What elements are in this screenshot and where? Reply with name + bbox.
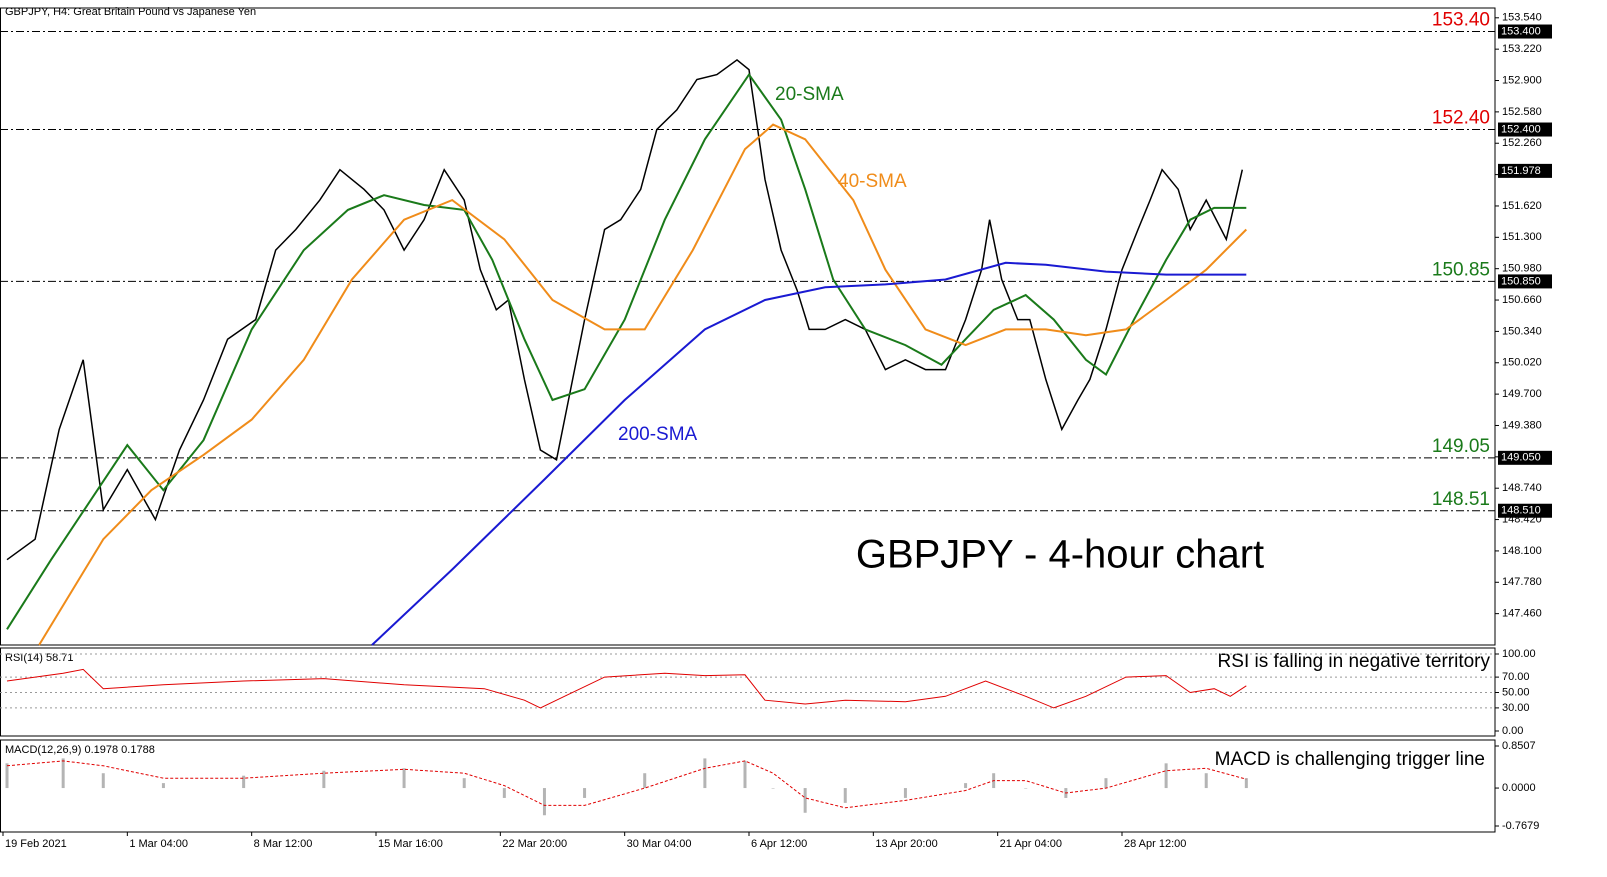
y-tick-label: 152.260 — [1502, 137, 1542, 149]
macd-bar — [5, 763, 9, 789]
level-axis-box — [1498, 274, 1552, 289]
series-line — [38, 123, 1248, 646]
y-tick-label: 147.460 — [1502, 608, 1542, 620]
rsi-label: RSI(14) 58.71 — [5, 652, 73, 664]
macd-bar — [1164, 763, 1168, 789]
y-tick-label: 153.540 — [1502, 12, 1542, 24]
y-tick-label: 0.00 — [1502, 725, 1523, 737]
x-tick-label: 6 Apr 12:00 — [751, 838, 807, 850]
y-tick-label: 0.8507 — [1502, 740, 1536, 752]
x-tick-label: 30 Mar 04:00 — [627, 838, 692, 850]
macd-bar — [583, 788, 587, 798]
level-axis-box — [1498, 122, 1552, 137]
chart-subtitle: GBPJPY, H4: Great Britain Pound vs Japan… — [5, 6, 256, 18]
level-axis-label: 148.510 — [1501, 505, 1541, 517]
level-label: 153.40 — [1432, 10, 1490, 31]
level-axis-box — [1498, 450, 1552, 465]
x-tick-label: 19 Feb 2021 — [5, 838, 67, 850]
y-tick-label: 150.980 — [1502, 263, 1542, 275]
x-tick-label: 21 Apr 04:00 — [1000, 838, 1062, 850]
macd-bar — [843, 788, 847, 803]
pane-frame — [0, 7, 1496, 646]
y-tick-label: -0.7679 — [1502, 820, 1539, 832]
last-price-label: 151.978 — [1501, 165, 1541, 177]
y-tick-label: 152.900 — [1502, 74, 1542, 86]
y-tick-label: 150.340 — [1502, 325, 1542, 337]
macd-annotation: MACD is challenging trigger line — [1215, 749, 1485, 770]
macd-bar — [462, 778, 466, 789]
macd-label: MACD(12,26,9) 0.1978 0.1788 — [5, 744, 155, 756]
macd-bar — [1024, 788, 1028, 789]
series-label: 40-SMA — [838, 171, 907, 192]
level-label: 152.40 — [1432, 108, 1490, 129]
pane-frame — [0, 739, 1496, 833]
level-axis-label: 150.850 — [1501, 275, 1541, 287]
x-tick-label: 22 Mar 20:00 — [502, 838, 567, 850]
chart-title: GBPJPY - 4-hour chart — [856, 533, 1264, 577]
macd-bar — [242, 775, 246, 789]
y-tick-label: 151.300 — [1502, 231, 1542, 243]
last-price-box — [1498, 163, 1552, 178]
macd-bar — [743, 760, 747, 789]
y-tick-label: 149.700 — [1502, 388, 1542, 400]
y-tick-label: 152.580 — [1502, 106, 1542, 118]
y-tick-label: 100.00 — [1502, 648, 1536, 660]
macd-bar — [1204, 773, 1208, 789]
macd-bar — [903, 788, 907, 798]
y-tick-label: 150.660 — [1502, 294, 1542, 306]
y-tick-label: 148.100 — [1502, 545, 1542, 557]
macd-bar — [703, 758, 707, 789]
pane-frame — [0, 647, 1496, 737]
macd-bar — [322, 770, 326, 789]
y-tick-label: 147.780 — [1502, 576, 1542, 588]
macd-bar — [1104, 778, 1108, 789]
level-label: 148.51 — [1432, 489, 1490, 510]
y-tick-label: 70.00 — [1502, 671, 1530, 683]
level-label: 150.85 — [1432, 259, 1490, 280]
series-label: 200-SMA — [618, 424, 698, 445]
y-tick-label: 148.740 — [1502, 482, 1542, 494]
level-axis-label: 153.400 — [1501, 25, 1541, 37]
series-line — [6, 72, 1247, 630]
x-tick-label: 13 Apr 20:00 — [875, 838, 937, 850]
macd-bar — [771, 788, 775, 789]
macd-bar — [964, 783, 968, 789]
y-tick-label: 50.00 — [1502, 686, 1530, 698]
macd-bar — [643, 773, 647, 789]
x-tick-label: 8 Mar 12:00 — [254, 838, 313, 850]
y-tick-label: 30.00 — [1502, 702, 1530, 714]
macd-bar — [161, 783, 165, 789]
series-label: 20-SMA — [775, 84, 844, 105]
macd-bar — [61, 758, 65, 789]
y-tick-label: 153.220 — [1502, 43, 1542, 55]
price-line — [6, 58, 1244, 561]
macd-bar — [803, 788, 807, 813]
x-tick-label: 1 Mar 04:00 — [129, 838, 188, 850]
signal-line — [6, 760, 1247, 809]
level-axis-label: 152.400 — [1501, 123, 1541, 135]
series-line — [6, 668, 1247, 709]
macd-bar — [101, 773, 105, 789]
macd-bar — [542, 788, 546, 816]
rsi-annotation: RSI is falling in negative territory — [1218, 651, 1491, 672]
macd-bar — [502, 788, 506, 798]
macd-bar — [1244, 778, 1248, 789]
y-tick-label: 150.020 — [1502, 357, 1542, 369]
y-tick-label: 0.0000 — [1502, 782, 1536, 794]
y-tick-label: 149.380 — [1502, 419, 1542, 431]
x-tick-label: 15 Mar 16:00 — [378, 838, 443, 850]
macd-bar — [402, 768, 406, 789]
x-tick-label: 28 Apr 12:00 — [1124, 838, 1186, 850]
level-axis-box — [1498, 24, 1552, 39]
level-axis-box — [1498, 503, 1552, 518]
level-axis-label: 149.050 — [1501, 452, 1541, 464]
level-label: 149.05 — [1432, 436, 1490, 457]
series-line — [371, 261, 1247, 646]
y-tick-label: 151.620 — [1502, 200, 1542, 212]
